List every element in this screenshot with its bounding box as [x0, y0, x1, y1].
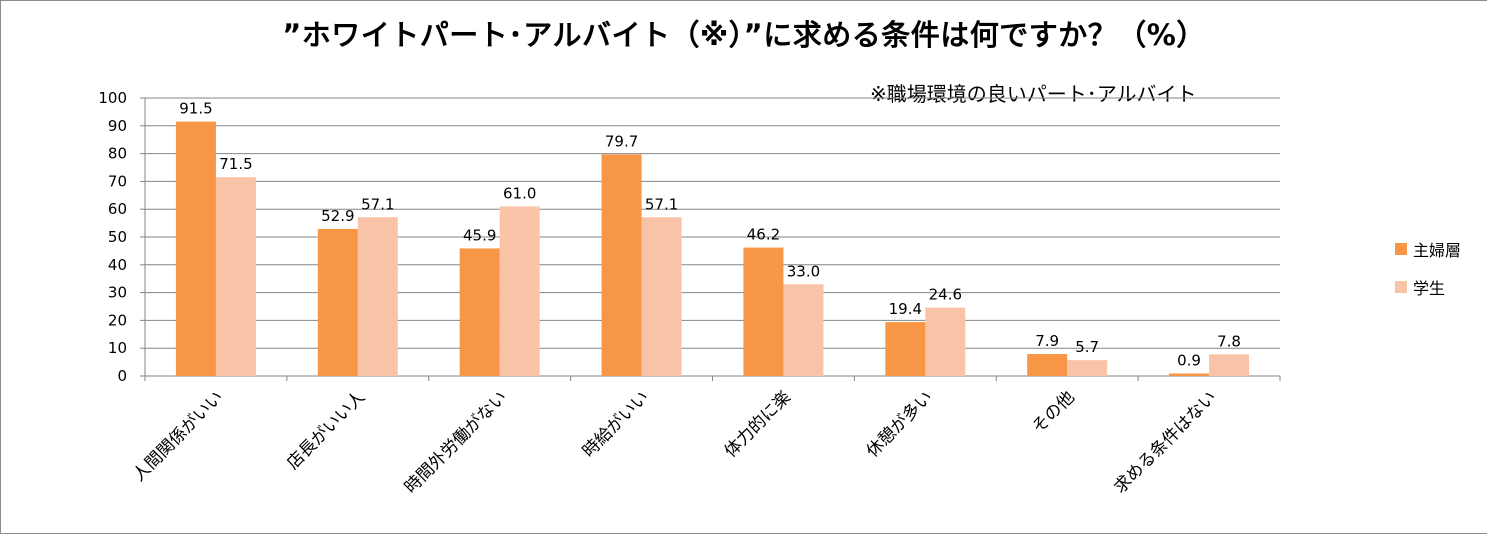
data-label: 46.2 [747, 226, 780, 244]
y-tick-label: 90 [108, 117, 127, 135]
x-tick-label: 時間外労働がない [401, 387, 511, 497]
bar [1067, 360, 1108, 376]
bar [885, 322, 926, 376]
y-tick-label: 70 [108, 172, 127, 190]
y-tick-label: 20 [108, 311, 127, 329]
x-tick-label: 体力的に楽 [721, 387, 795, 461]
legend-label: 学生 [1413, 279, 1446, 298]
x-tick-label: 人間関係がいい [129, 387, 227, 485]
bar [1209, 354, 1250, 376]
legend-item-series-1: 学生 [1395, 275, 1445, 299]
data-label: 52.9 [321, 207, 354, 225]
y-tick-label: 40 [108, 256, 127, 274]
y-tick-label: 30 [108, 284, 127, 302]
bar [317, 228, 358, 376]
data-label: 5.7 [1075, 338, 1099, 356]
x-tick-label: 求める条件はない [1110, 387, 1220, 497]
data-label: 24.6 [929, 286, 962, 304]
x-tick-label: 店長がいい人 [283, 387, 369, 473]
x-tick-label: 時給がいい [579, 387, 653, 461]
data-label: 7.9 [1035, 332, 1059, 350]
y-tick-label: 80 [108, 145, 127, 163]
data-label: 57.1 [361, 195, 394, 213]
y-tick-label: 60 [108, 200, 127, 218]
legend-swatch [1395, 243, 1407, 255]
data-label: 7.8 [1217, 332, 1241, 350]
data-label: 71.5 [219, 155, 252, 173]
bar [601, 154, 642, 376]
bar [1169, 373, 1210, 376]
chart-annotation: ※職場環境の良いパート･アルバイト [870, 82, 1197, 106]
data-label: 45.9 [463, 226, 496, 244]
legend-label: 主婦層 [1413, 241, 1462, 260]
bar [783, 284, 824, 376]
y-tick-label: 10 [108, 339, 127, 357]
data-label: 57.1 [645, 195, 678, 213]
data-label: 79.7 [605, 132, 638, 150]
y-tick-label: 100 [98, 89, 127, 107]
legend-item-series-0: 主婦層 [1395, 237, 1461, 261]
y-tick-label: 50 [108, 228, 127, 246]
y-tick-label: 0 [117, 367, 127, 385]
bar [925, 307, 966, 376]
bar [215, 177, 256, 376]
data-label: 61.0 [503, 184, 536, 202]
bar [357, 217, 398, 376]
data-label: 91.5 [179, 100, 212, 118]
chart-title: ”ホワイトパート･アルバイト（※）”に求める条件は何ですか？（%） [282, 18, 1206, 52]
bar [175, 121, 216, 376]
bar [499, 206, 540, 376]
x-tick-label: その他 [1029, 387, 1079, 437]
legend-swatch [1395, 281, 1407, 293]
data-label: 0.9 [1177, 351, 1201, 369]
x-tick-label: 休憩が多い [863, 387, 937, 461]
bar [459, 248, 500, 376]
data-label: 19.4 [889, 300, 922, 318]
bar [1027, 354, 1068, 376]
bar [641, 217, 682, 376]
bar [743, 247, 784, 376]
data-label: 33.0 [787, 262, 820, 280]
